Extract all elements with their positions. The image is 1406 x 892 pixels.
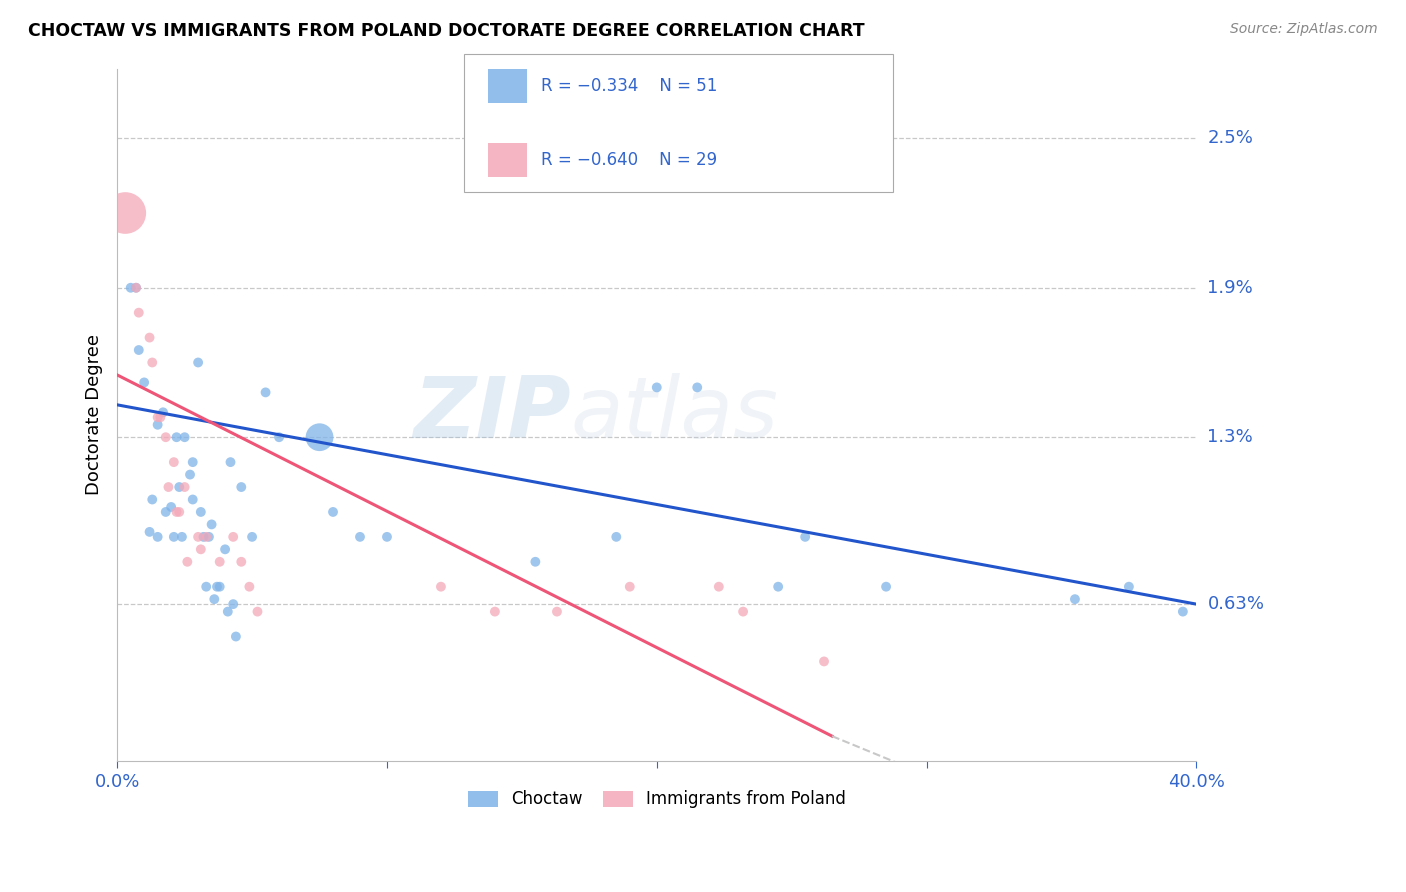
Point bbox=[190, 505, 212, 519]
Point bbox=[125, 281, 148, 295]
Point bbox=[141, 492, 163, 507]
Point bbox=[217, 605, 239, 619]
Point bbox=[733, 605, 755, 619]
Point bbox=[246, 605, 269, 619]
Point bbox=[120, 281, 142, 295]
Text: Source: ZipAtlas.com: Source: ZipAtlas.com bbox=[1230, 22, 1378, 37]
Point bbox=[208, 555, 231, 569]
Text: R = −0.640    N = 29: R = −0.640 N = 29 bbox=[541, 151, 717, 169]
Point bbox=[308, 430, 330, 444]
Point bbox=[1064, 592, 1087, 607]
Point bbox=[157, 480, 180, 494]
Point bbox=[173, 480, 195, 494]
Text: 1.9%: 1.9% bbox=[1208, 278, 1253, 297]
Point bbox=[166, 505, 188, 519]
Text: 0.63%: 0.63% bbox=[1208, 595, 1264, 613]
Point bbox=[187, 530, 209, 544]
Point bbox=[524, 555, 547, 569]
Point bbox=[160, 500, 183, 514]
Point bbox=[267, 430, 290, 444]
Point bbox=[707, 580, 730, 594]
Point bbox=[152, 405, 174, 419]
Point bbox=[875, 580, 897, 594]
Point bbox=[208, 580, 231, 594]
Point bbox=[205, 580, 228, 594]
Point bbox=[138, 524, 160, 539]
Point bbox=[146, 417, 169, 432]
Point bbox=[195, 580, 218, 594]
Point bbox=[322, 505, 344, 519]
Point bbox=[222, 597, 245, 611]
Point bbox=[173, 430, 195, 444]
Point bbox=[240, 530, 263, 544]
Point bbox=[214, 542, 236, 557]
Point bbox=[149, 410, 172, 425]
Point bbox=[114, 206, 136, 220]
Text: 2.5%: 2.5% bbox=[1208, 129, 1253, 147]
Point bbox=[134, 376, 156, 390]
Point bbox=[163, 530, 186, 544]
Point bbox=[193, 530, 215, 544]
Text: 1.3%: 1.3% bbox=[1208, 428, 1253, 446]
Point bbox=[146, 410, 169, 425]
Point bbox=[181, 455, 204, 469]
Point bbox=[198, 530, 221, 544]
Point bbox=[686, 380, 709, 394]
Point bbox=[138, 330, 160, 344]
Y-axis label: Doctorate Degree: Doctorate Degree bbox=[86, 334, 103, 495]
Text: R = −0.334    N = 51: R = −0.334 N = 51 bbox=[541, 77, 717, 95]
Point bbox=[190, 542, 212, 557]
Point bbox=[766, 580, 789, 594]
Point bbox=[225, 630, 247, 644]
Point bbox=[128, 306, 150, 320]
Point bbox=[1171, 605, 1194, 619]
Point bbox=[179, 467, 201, 482]
Point bbox=[605, 530, 627, 544]
Point bbox=[238, 580, 260, 594]
Point bbox=[430, 580, 453, 594]
Text: CHOCTAW VS IMMIGRANTS FROM POLAND DOCTORATE DEGREE CORRELATION CHART: CHOCTAW VS IMMIGRANTS FROM POLAND DOCTOR… bbox=[28, 22, 865, 40]
Point bbox=[170, 530, 193, 544]
Point bbox=[125, 281, 148, 295]
Point bbox=[619, 580, 641, 594]
Point bbox=[546, 605, 568, 619]
Point bbox=[222, 530, 245, 544]
Point bbox=[645, 380, 668, 394]
Point bbox=[375, 530, 398, 544]
Point bbox=[128, 343, 150, 357]
Point bbox=[195, 530, 218, 544]
Point bbox=[254, 385, 277, 400]
Point bbox=[1118, 580, 1140, 594]
Point bbox=[349, 530, 371, 544]
Point bbox=[231, 555, 253, 569]
Point bbox=[141, 355, 163, 369]
Point bbox=[176, 555, 198, 569]
Point bbox=[167, 505, 190, 519]
Point bbox=[167, 480, 190, 494]
Point bbox=[231, 480, 253, 494]
Point bbox=[201, 517, 224, 532]
Point bbox=[202, 592, 225, 607]
Point bbox=[166, 430, 188, 444]
Point bbox=[146, 530, 169, 544]
Text: atlas: atlas bbox=[571, 373, 779, 457]
Point bbox=[155, 430, 177, 444]
Point bbox=[794, 530, 817, 544]
Point bbox=[181, 492, 204, 507]
Point bbox=[813, 655, 835, 669]
Point bbox=[163, 455, 186, 469]
Legend: Choctaw, Immigrants from Poland: Choctaw, Immigrants from Poland bbox=[461, 784, 852, 815]
Point bbox=[187, 355, 209, 369]
Text: ZIP: ZIP bbox=[413, 373, 571, 457]
Point bbox=[155, 505, 177, 519]
Point bbox=[219, 455, 242, 469]
Point bbox=[484, 605, 506, 619]
